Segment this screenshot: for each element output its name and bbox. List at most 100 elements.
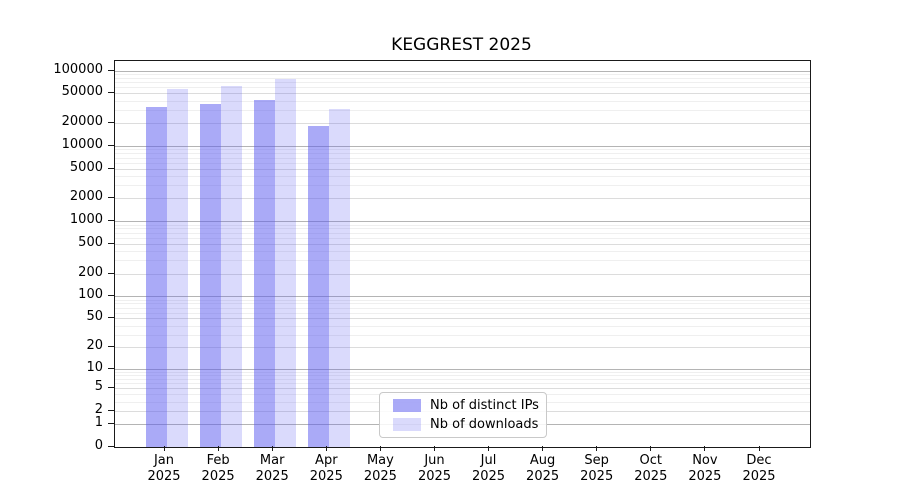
y-tick-label-50000: 50000 [61,84,103,100]
gridline-200 [115,273,810,275]
x-tick-mark-nov [704,446,706,451]
y-tick-label-20000: 20000 [61,114,103,130]
x-tick-label-oct: Oct 2025 [634,453,668,484]
gridline-900 [115,224,810,226]
gridline-80000 [115,77,810,79]
y-tick-label-10: 10 [86,359,103,375]
gridline-7000 [115,157,810,159]
gridline-30 [115,334,810,336]
y-tick-mark-2000 [108,197,114,199]
gridline-3000 [115,185,810,187]
y-tick-label-200: 200 [78,264,103,280]
x-tick-mark-dec [758,446,760,451]
y-tick-mark-50 [108,317,114,319]
legend-swatch-downloads [393,417,421,431]
legend-item-distinct-ips: Nb of distinct IPs [393,398,546,413]
bar-downloads-feb [220,85,242,447]
y-tick-mark-10 [108,367,114,369]
y-tick-mark-50000 [108,92,114,94]
y-tick-label-50: 50 [86,309,103,325]
legend: Nb of distinct IPs Nb of downloads [379,392,547,438]
x-tick-mark-aug [542,446,544,451]
y-tick-label-100000: 100000 [53,61,103,77]
gridline-60 [115,312,810,314]
gridline-600 [115,237,810,239]
x-tick-label-aug: Aug 2025 [526,453,560,484]
x-tick-label-may: May 2025 [363,453,397,484]
plot-area: Nb of distinct IPs Nb of downloads [114,60,811,448]
y-tick-mark-20 [108,346,114,348]
gridline-6000 [115,162,810,164]
y-tick-label-100: 100 [78,287,103,303]
y-tick-mark-500 [108,242,114,244]
gridline-5000 [115,168,810,170]
gridline-90 [115,299,810,301]
y-tick-mark-5000 [108,167,114,169]
legend-swatch-distinct-ips [393,399,421,413]
x-tick-mark-oct [650,446,652,451]
y-tick-label-20: 20 [86,338,103,354]
y-tick-mark-2 [108,410,114,412]
gridline-80 [115,303,810,305]
gridline-40 [115,325,810,327]
bar-downloads-apr [328,109,350,447]
y-tick-mark-0 [108,446,114,447]
y-tick-label-2: 2 [94,402,103,418]
x-tick-label-sep: Sep 2025 [580,453,614,484]
gridline-4000 [115,175,810,177]
y-tick-label-2000: 2000 [69,189,103,205]
y-tick-label-1: 1 [94,415,103,431]
gridline-60000 [115,87,810,89]
x-tick-mark-jun [434,446,435,451]
y-tick-label-5: 5 [94,379,103,395]
gridline-20000 [115,123,810,125]
gridline-50000 [115,93,810,95]
y-tick-label-0: 0 [94,438,103,453]
gridline-70 [115,307,810,309]
x-tick-label-nov: Nov 2025 [688,453,722,484]
legend-label-distinct-ips: Nb of distinct IPs [430,398,539,414]
gridline-8 [115,375,810,377]
x-tick-mark-mar [271,446,273,451]
y-tick-mark-200 [108,272,114,274]
bar-distinct-ips-feb [199,103,221,447]
gridline-6 [115,383,810,385]
y-tick-mark-1 [108,423,114,425]
gridline-20 [115,347,810,349]
x-tick-mark-may [379,446,381,451]
y-tick-label-1000: 1000 [69,212,103,228]
x-tick-mark-feb [217,446,219,451]
bar-distinct-ips-apr [307,125,329,447]
gridline-8000 [115,153,810,155]
gridline-100 [115,296,810,298]
gridline-700 [115,232,810,234]
gridline-10000 [115,145,810,147]
gridline-1000 [115,221,810,223]
gridline-2000 [115,198,810,200]
x-tick-mark-jul [488,446,489,451]
gridline-30000 [115,109,810,111]
y-tick-label-5000: 5000 [69,159,103,175]
y-tick-mark-10000 [108,144,114,146]
y-tick-mark-5 [108,387,114,389]
gridline-9000 [115,149,810,151]
gridline-70000 [115,82,810,84]
y-tick-mark-20000 [108,122,114,124]
bar-distinct-ips-mar [253,100,275,447]
legend-item-downloads: Nb of downloads [393,417,546,432]
chart-title: KEGGREST 2025 [391,35,532,55]
gridline-5 [115,388,810,390]
x-tick-mark-apr [325,446,327,451]
x-tick-label-mar: Mar 2025 [255,453,289,484]
gridline-7 [115,379,810,380]
x-tick-label-jan: Jan 2025 [147,453,181,484]
x-tick-label-jul: Jul 2025 [471,453,506,484]
bar-distinct-ips-jan [145,106,167,447]
gridline-400 [115,251,810,252]
x-tick-mark-sep [596,446,598,451]
x-tick-label-apr: Apr 2025 [309,453,343,484]
gridline-500 [115,243,810,245]
x-tick-label-dec: Dec 2025 [742,453,776,484]
x-tick-mark-jan [163,446,165,451]
